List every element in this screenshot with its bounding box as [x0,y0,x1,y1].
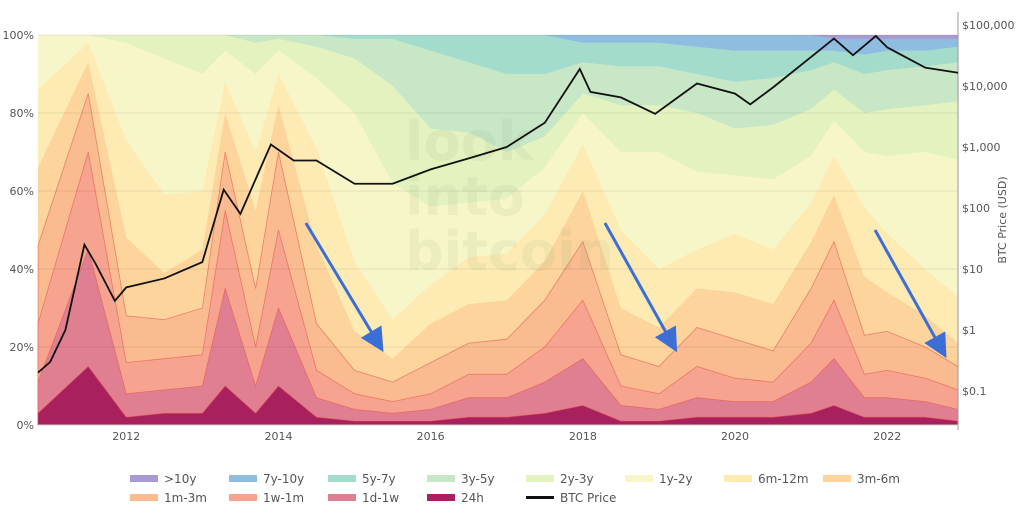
x-tick: 2014 [264,430,292,443]
legend-item[interactable]: 24h [427,488,526,507]
band-1d-1w [37,248,959,426]
legend-swatch [427,494,455,501]
y-left-tick: 20% [10,341,34,354]
legend-label: 7y-10y [263,471,305,486]
legend-swatch [526,475,554,482]
legend-swatch [130,475,158,482]
trend-arrow [603,222,678,353]
legend-swatch [229,494,257,501]
y-left-tick: 60% [10,185,34,198]
legend-swatch [427,475,455,482]
x-tick: 2016 [417,430,445,443]
legend-item[interactable]: >10y [130,469,229,488]
legend-label: 6m-12m [758,471,809,486]
legend-item[interactable]: 1m-3m [130,488,229,507]
legend-item[interactable]: 1d-1w [328,488,427,507]
x-tick: 2012 [112,430,140,443]
legend-label: 1d-1w [362,490,400,505]
y-left-tick: 40% [10,263,34,276]
legend-swatch [328,494,356,501]
legend-label: 1w-1m [263,490,305,505]
legend-item[interactable]: 3y-5y [427,469,526,488]
legend-swatch [823,475,851,482]
legend-swatch [526,496,554,499]
x-tick: 2018 [569,430,597,443]
watermark-logo: into [405,165,525,228]
legend-item[interactable]: 7y-10y [229,469,328,488]
y-left-tick: 80% [10,107,34,120]
legend-item[interactable]: 1y-2y [625,469,724,488]
legend-swatch [229,475,257,482]
legend-swatch [130,494,158,501]
legend-label: 2y-3y [560,471,594,486]
watermark-logo: bitcoin [405,220,614,283]
watermark-logo: look [405,110,535,173]
y-left-tick: 100% [3,29,34,42]
legend-label: 1y-2y [659,471,693,486]
trend-arrow [873,229,947,359]
y-right-tick: $10,000 [962,80,1008,93]
x-tick: 2020 [721,430,749,443]
legend-label: >10y [164,471,197,486]
y-right-tick: $0.1 [962,385,987,398]
legend-item[interactable]: 1w-1m [229,488,328,507]
trend-arrow [304,222,384,353]
legend: >10y 7y-10y 5y-7y 3y-5y 2y-3y 1y-2y 6m-12m 3m-6… [130,469,1010,507]
y-right-tick: $100,000 [962,19,1015,32]
y-right-tick: $1,000 [962,141,1001,154]
legend-label: 5y-7y [362,471,396,486]
legend-swatch [724,475,752,482]
legend-item[interactable]: 3m-6m [823,469,922,488]
legend-label: 24h [461,490,484,505]
y-right-label: BTC Price (USD) [996,176,1009,263]
x-tick: 2022 [873,430,901,443]
legend-item[interactable]: 6m-12m [724,469,823,488]
btc-price-line [37,34,959,374]
legend-item[interactable]: 5y-7y [328,469,427,488]
legend-swatch [328,475,356,482]
legend-swatch [625,475,653,482]
legend-label: 3y-5y [461,471,495,486]
legend-item[interactable]: 2y-3y [526,469,625,488]
legend-label: 1m-3m [164,490,207,505]
y-right-tick: $100 [962,202,990,215]
legend-label: BTC Price [560,490,617,505]
y-left-tick: 0% [17,419,34,432]
y-right-tick: $10 [962,263,983,276]
legend-item[interactable]: BTC Price [526,488,625,507]
legend-label: 3m-6m [857,471,900,486]
band-24h [37,365,959,426]
y-right-tick: $1 [962,324,976,337]
